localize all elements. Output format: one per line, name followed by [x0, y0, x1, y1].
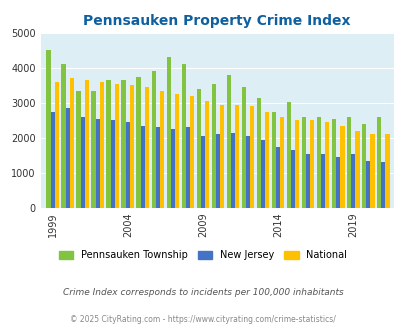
Bar	[350, 154, 354, 208]
Bar	[301, 117, 305, 208]
Bar	[249, 107, 254, 208]
Bar	[241, 87, 245, 208]
Bar	[384, 134, 389, 208]
Bar	[106, 80, 111, 208]
Bar	[369, 134, 374, 208]
Bar	[279, 117, 284, 208]
Bar	[156, 127, 160, 208]
Bar	[339, 126, 344, 208]
Bar	[55, 82, 59, 208]
Bar	[264, 112, 269, 208]
Bar	[136, 77, 141, 208]
Legend: Pennsauken Township, New Jersey, National: Pennsauken Township, New Jersey, Nationa…	[55, 246, 350, 264]
Bar	[196, 89, 200, 208]
Bar	[234, 105, 239, 208]
Bar	[126, 122, 130, 208]
Bar	[245, 136, 249, 208]
Bar	[309, 120, 314, 208]
Bar	[294, 120, 299, 208]
Bar	[331, 119, 335, 208]
Bar	[50, 112, 55, 208]
Bar	[305, 154, 309, 208]
Bar	[275, 147, 279, 208]
Bar	[354, 131, 359, 208]
Bar	[61, 64, 65, 208]
Text: Crime Index corresponds to incidents per 100,000 inhabitants: Crime Index corresponds to incidents per…	[62, 287, 343, 297]
Bar	[130, 85, 134, 208]
Bar	[226, 75, 230, 208]
Bar	[271, 112, 275, 208]
Bar	[320, 154, 324, 208]
Bar	[100, 82, 104, 208]
Bar	[171, 129, 175, 208]
Bar	[121, 80, 126, 208]
Bar	[111, 120, 115, 208]
Bar	[220, 105, 224, 208]
Bar	[230, 133, 234, 208]
Bar	[95, 119, 100, 208]
Text: © 2025 CityRating.com - https://www.cityrating.com/crime-statistics/: © 2025 CityRating.com - https://www.city…	[70, 315, 335, 324]
Bar	[380, 162, 384, 208]
Bar	[324, 122, 329, 208]
Bar	[70, 79, 74, 208]
Bar	[91, 91, 95, 208]
Bar	[346, 117, 350, 208]
Bar	[115, 84, 119, 208]
Bar	[65, 108, 70, 208]
Bar	[260, 140, 264, 208]
Bar	[215, 134, 220, 208]
Bar	[256, 98, 260, 208]
Bar	[290, 150, 294, 208]
Bar	[185, 127, 190, 208]
Bar	[145, 87, 149, 208]
Bar	[361, 124, 365, 208]
Bar	[316, 117, 320, 208]
Bar	[141, 126, 145, 208]
Bar	[151, 72, 156, 208]
Bar	[376, 117, 380, 208]
Bar	[190, 96, 194, 208]
Bar	[335, 157, 339, 208]
Bar	[205, 101, 209, 208]
Bar	[80, 117, 85, 208]
Bar	[211, 84, 215, 208]
Bar	[286, 102, 290, 208]
Bar	[85, 80, 89, 208]
Bar	[46, 50, 50, 208]
Bar	[76, 91, 80, 208]
Bar	[200, 136, 205, 208]
Title: Pennsauken Property Crime Index: Pennsauken Property Crime Index	[83, 14, 350, 28]
Bar	[160, 91, 164, 208]
Bar	[175, 94, 179, 208]
Bar	[181, 64, 185, 208]
Bar	[365, 161, 369, 208]
Bar	[166, 57, 171, 208]
